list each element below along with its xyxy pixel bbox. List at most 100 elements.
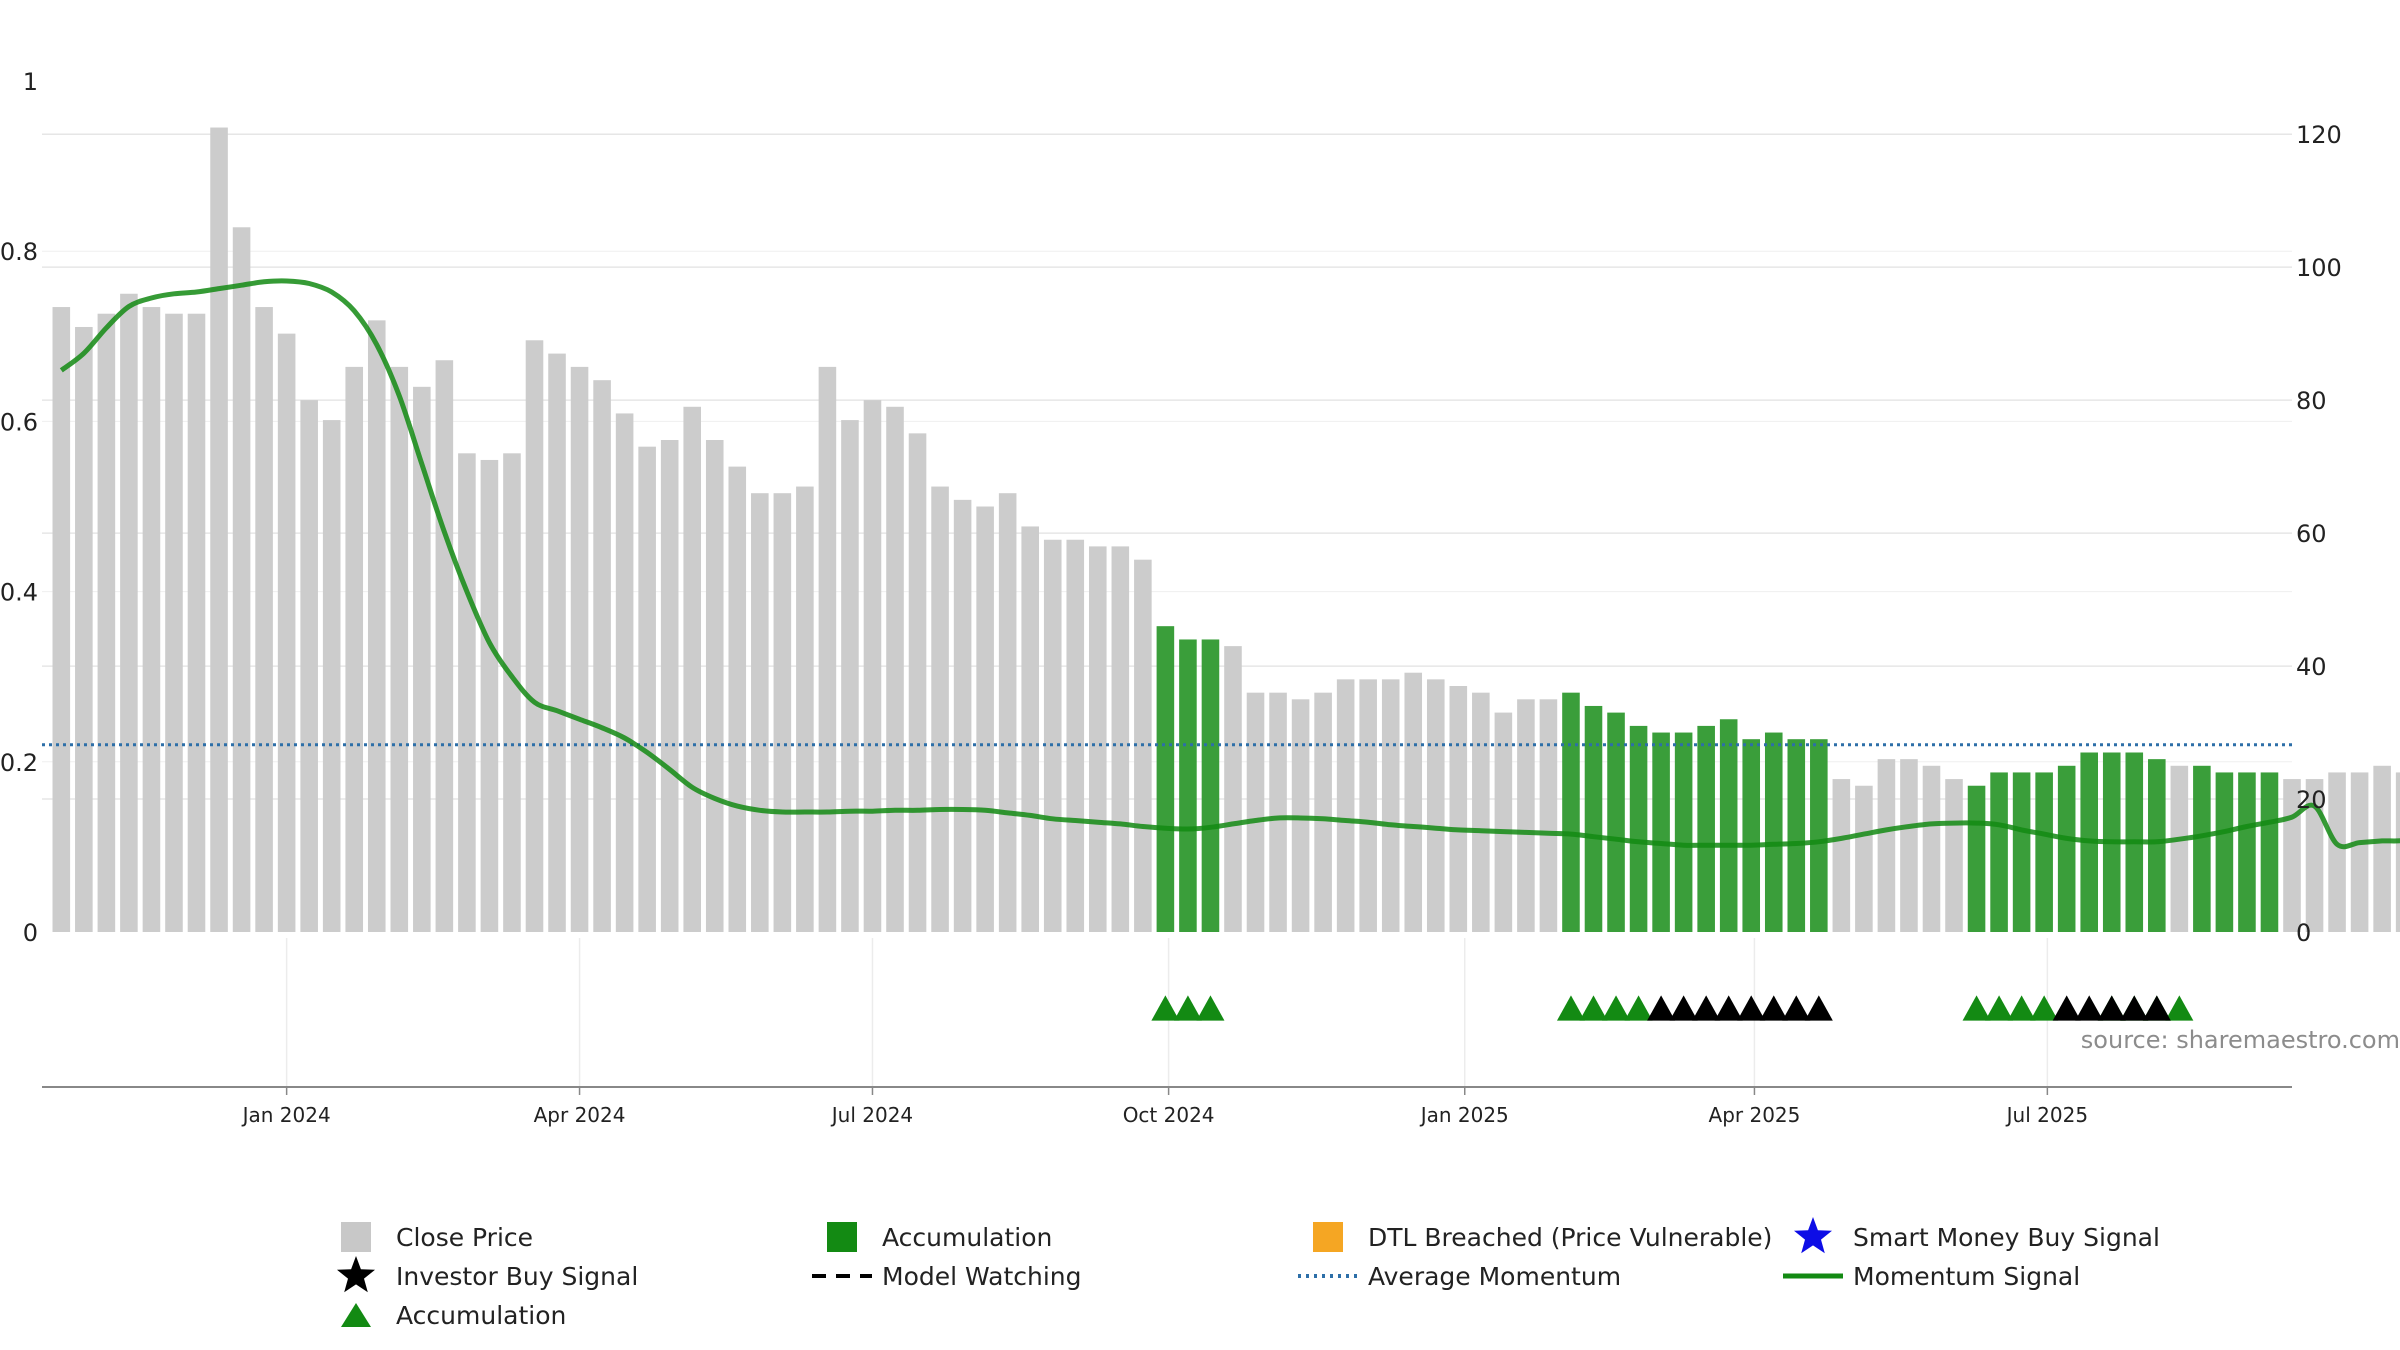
price-bar	[818, 366, 837, 932]
price-bar	[1089, 546, 1107, 932]
y-left-tick-label: 0.4	[0, 579, 38, 607]
accumulation-bar	[2148, 759, 2166, 932]
price-bar	[1336, 679, 1355, 932]
price-bar	[570, 366, 589, 932]
accumulation-bar	[2035, 772, 2053, 932]
price-bar	[863, 400, 882, 932]
y-right-tick-label: 120	[2296, 121, 2342, 149]
x-tick-label: Apr 2024	[534, 1103, 626, 1127]
price-bar	[97, 313, 116, 932]
accumulation-bar	[1201, 639, 1220, 932]
x-tick-label: Jul 2024	[830, 1103, 913, 1127]
signal-markers	[1151, 995, 2194, 1021]
y-right-tick-label: 100	[2296, 254, 2342, 282]
legend-label: Investor Buy Signal	[396, 1262, 638, 1291]
price-bar	[2350, 772, 2369, 932]
price-bar	[1449, 686, 1468, 932]
accumulation-bar	[1787, 739, 1806, 932]
investor-triangle	[1804, 995, 1833, 1021]
investor-triangle	[1692, 995, 1721, 1021]
accumulation-triangle	[2007, 995, 2036, 1021]
price-bar	[1900, 759, 1918, 932]
price-bar	[976, 506, 994, 932]
accumulation-bar	[1652, 732, 1670, 932]
legend-label: Model Watching	[882, 1262, 1082, 1291]
accumulation-bar	[2260, 772, 2279, 932]
accumulation-triangle	[2030, 995, 2059, 1021]
price-bar	[953, 499, 972, 932]
legend-star-smart-money-buy-signal	[1794, 1217, 1832, 1254]
y-left-tick-label: 0.8	[0, 238, 38, 266]
accumulation-triangle	[1196, 995, 1225, 1021]
price-bar	[1359, 679, 1377, 932]
price-bar	[255, 307, 273, 932]
price-bar	[210, 127, 228, 932]
accumulation-bar	[1156, 626, 1175, 932]
price-bar	[931, 486, 949, 932]
legend: Close Price Accumulation DTL Breached (Pri…	[337, 1217, 2160, 1330]
price-bar	[908, 433, 927, 932]
momentum-signal-line	[59, 278, 2400, 850]
price-bar	[52, 307, 71, 932]
accumulation-triangle	[1579, 995, 1608, 1021]
accumulation-bar	[2238, 772, 2256, 932]
price-bar	[2395, 772, 2400, 932]
accumulation-bar	[1674, 732, 1693, 932]
investor-triangle	[2075, 995, 2104, 1021]
price-bar	[75, 326, 93, 932]
legend-label: Momentum Signal	[1853, 1262, 2080, 1291]
investor-triangle	[2097, 995, 2126, 1021]
price-bar	[638, 446, 656, 932]
legend-swatch-accumulation	[827, 1222, 857, 1252]
accumulation-bar	[1179, 639, 1197, 932]
price-bar	[886, 406, 904, 932]
accumulation-triangle	[1173, 995, 1202, 1021]
price-bar	[1472, 692, 1490, 932]
price-bar	[1539, 699, 1558, 932]
x-tick-label: Jul 2025	[2005, 1103, 2088, 1127]
investor-triangle	[1669, 995, 1698, 1021]
price-bar	[1381, 679, 1400, 932]
price-bar	[390, 366, 409, 932]
accumulation-bar	[2215, 772, 2234, 932]
source-note: source: sharemaestro.com	[2081, 1026, 2400, 1054]
accumulation-bar	[1562, 692, 1580, 932]
price-bar	[322, 420, 341, 932]
price-bar	[2328, 772, 2346, 932]
y-left-tick-label: 0	[23, 919, 38, 947]
price-bar	[435, 360, 454, 932]
x-tick-label: Jan 2024	[241, 1103, 331, 1127]
accumulation-bar	[1764, 732, 1783, 932]
investor-triangle	[1647, 995, 1676, 1021]
legend-swatch-close-price	[341, 1222, 371, 1252]
price-bar	[1855, 785, 1873, 932]
price-bar	[1246, 692, 1265, 932]
accumulation-bar	[1629, 725, 1648, 932]
accumulation-triangle	[1962, 995, 1991, 1021]
y-right-tick-label: 20	[2296, 786, 2327, 814]
price-bar	[120, 293, 138, 932]
price-bar	[751, 493, 769, 932]
momentum-signal-path	[59, 278, 2400, 850]
accumulation-triangle	[1985, 995, 2014, 1021]
accumulation-bar	[1719, 719, 1738, 932]
investor-triangle	[1714, 995, 1743, 1021]
price-bar	[1314, 692, 1332, 932]
legend-swatch-dtl-breached-price-vulnerable	[1313, 1222, 1343, 1252]
price-bar	[1945, 779, 1963, 932]
price-bar	[300, 400, 318, 932]
price-bar	[548, 353, 566, 932]
legend-label: Close Price	[396, 1223, 533, 1252]
price-bar	[998, 493, 1017, 932]
y-right-tick-label: 60	[2296, 520, 2327, 548]
price-bar	[165, 313, 183, 932]
price-bar	[683, 406, 702, 932]
legend-label: DTL Breached (Price Vulnerable)	[1368, 1223, 1772, 1252]
price-bar	[1877, 759, 1896, 932]
price-bar	[413, 386, 431, 932]
price-bar	[1224, 646, 1242, 932]
accumulation-bar	[1990, 772, 2008, 932]
y-right-tick-label: 80	[2296, 387, 2327, 415]
legend-triangle-accumulation	[341, 1303, 371, 1327]
